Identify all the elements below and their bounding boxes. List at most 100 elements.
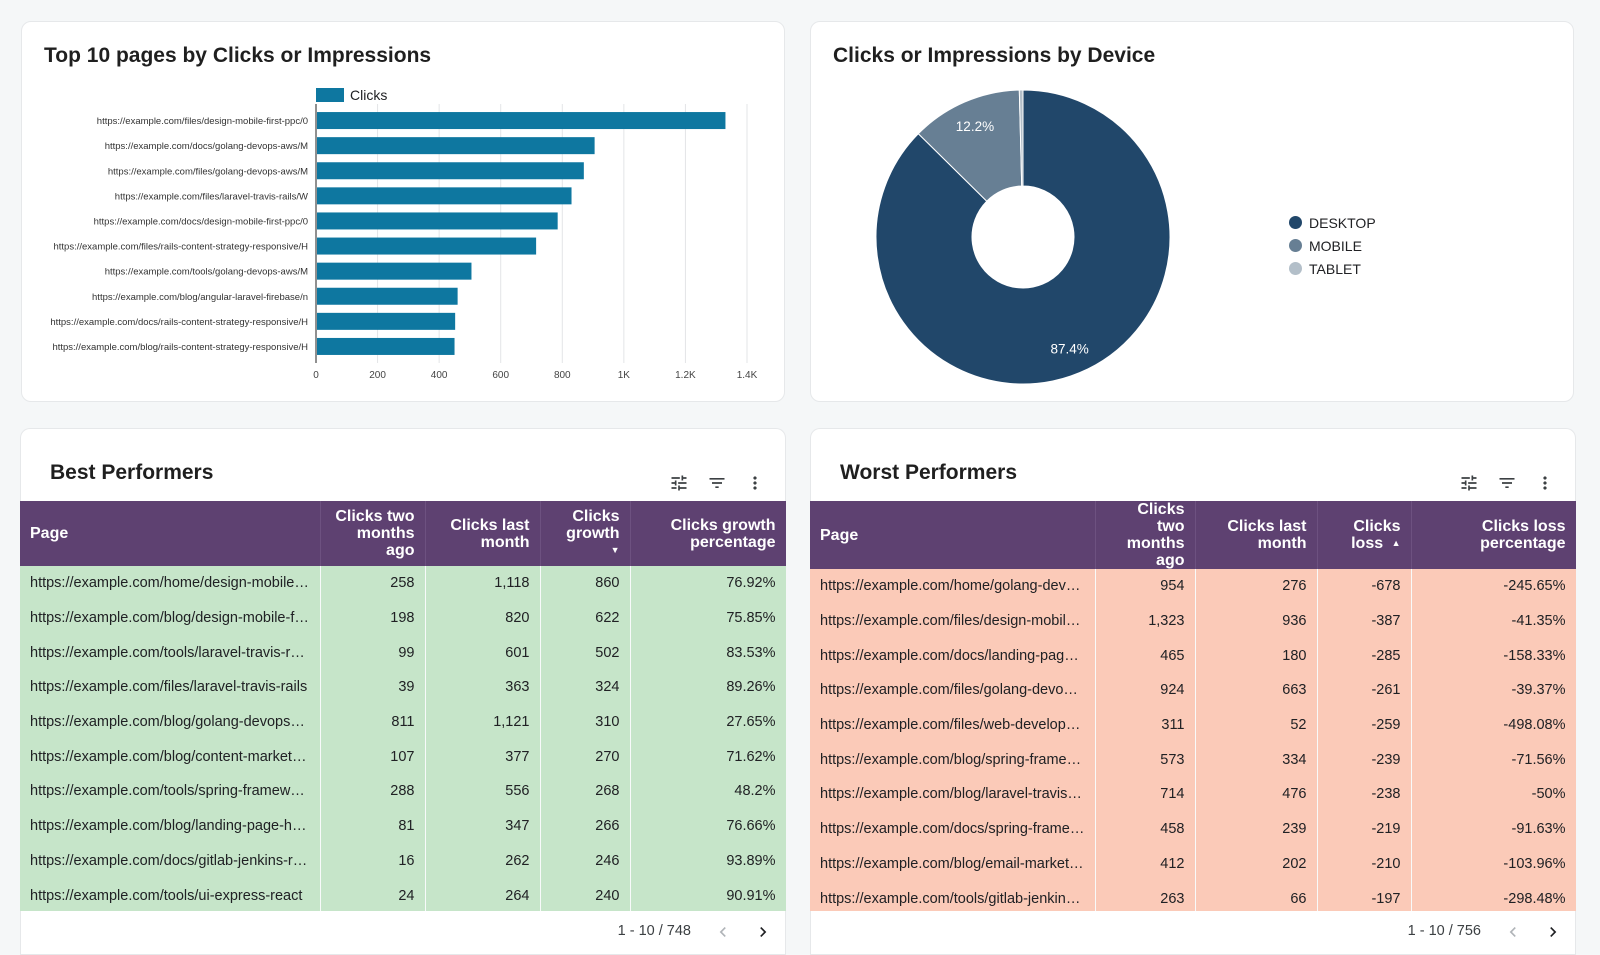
legend-item-tablet[interactable]: TABLET — [1289, 257, 1376, 280]
col-header-clicks-loss[interactable]: Clicks loss ▲ — [1317, 501, 1412, 569]
table-row[interactable]: https://example.com/files/design-mobile-… — [810, 603, 1576, 639]
more-vert-icon[interactable] — [743, 471, 767, 495]
cell-change-percentage: 93.89% — [630, 843, 786, 879]
cell-page-url[interactable]: https://example.com/tools/gitlab-jenkins… — [810, 881, 1096, 916]
col-header-clicks-two-months-ago[interactable]: Clicks two months ago — [320, 501, 426, 566]
chevron-right-icon[interactable] — [1541, 920, 1565, 944]
cell-page-url[interactable]: https://example.com/blog/content-marketi… — [20, 739, 321, 775]
table-row[interactable]: https://example.com/tools/laravel-travis… — [20, 635, 786, 671]
col-header-page[interactable]: Page — [810, 501, 1096, 569]
table-row[interactable]: https://example.com/home/design-mobile-f… — [20, 566, 786, 601]
table-row[interactable]: https://example.com/files/web-developmen… — [810, 707, 1576, 743]
cell-page-url[interactable]: https://example.com/blog/design-mobile-f… — [20, 600, 321, 636]
cell-change-percentage: -103.96% — [1411, 846, 1576, 882]
table-row[interactable]: https://example.com/blog/email-marketing… — [810, 846, 1576, 882]
col-header-clicks-growth-percentage[interactable]: Clicks growth percentage — [630, 501, 786, 566]
cell-change-percentage: -245.65% — [1411, 569, 1576, 604]
bar[interactable] — [317, 337, 455, 355]
worst-performers-card: Worst Performers Page Clicks two months … — [810, 428, 1576, 955]
cell-page-url[interactable]: https://example.com/docs/landing-page-he… — [810, 638, 1096, 674]
cell-change: -197 — [1317, 881, 1412, 916]
more-vert-icon[interactable] — [1533, 471, 1557, 495]
table-row[interactable]: https://example.com/tools/spring-framewo… — [20, 774, 786, 809]
table-row[interactable]: https://example.com/docs/landing-page-he… — [810, 638, 1576, 674]
legend-label: DESKTOP — [1309, 214, 1376, 231]
cell-page-url[interactable]: https://example.com/blog/landing-page-he… — [20, 808, 321, 844]
cell-clicks-last-month: 377 — [425, 739, 541, 775]
bar[interactable] — [317, 212, 558, 230]
cell-page-url[interactable]: https://example.com/files/design-mobile-… — [810, 603, 1096, 639]
table-row[interactable]: https://example.com/docs/spring-framewor… — [810, 811, 1576, 847]
bar[interactable] — [317, 162, 584, 180]
table-row[interactable]: https://example.com/blog/golang-devops-a… — [20, 704, 786, 740]
tune-icon[interactable] — [667, 471, 691, 495]
table-row[interactable]: https://example.com/blog/content-marketi… — [20, 739, 786, 775]
cell-page-url[interactable]: https://example.com/docs/gitlab-jenkins-… — [20, 843, 321, 879]
pagination-range: 1 - 10 / 748 — [617, 923, 691, 939]
cell-page-url[interactable]: https://example.com/files/laravel-travis… — [20, 670, 321, 705]
legend-item-mobile[interactable]: MOBILE — [1289, 234, 1376, 257]
table-row[interactable]: https://example.com/home/golang-devops-a… — [810, 569, 1576, 604]
chevron-left-icon[interactable] — [711, 920, 735, 944]
bar[interactable] — [317, 262, 472, 280]
cell-change: -239 — [1317, 742, 1412, 778]
col-header-clicks-loss-percentage[interactable]: Clicks loss percentage — [1411, 501, 1576, 569]
col-header-clicks-two-months-ago[interactable]: Clicks two months ago — [1095, 501, 1196, 569]
x-tick-label: 1.4K — [737, 370, 758, 381]
filter-icon[interactable] — [705, 471, 729, 495]
col-header-page[interactable]: Page — [20, 501, 321, 566]
col-header-clicks-last-month[interactable]: Clicks last month — [1195, 501, 1318, 569]
best-performers-table: Page Clicks two months ago Clicks last m… — [20, 501, 786, 913]
table-row[interactable]: https://example.com/blog/design-mobile-f… — [20, 600, 786, 636]
filter-icon[interactable] — [1495, 471, 1519, 495]
cell-page-url[interactable]: https://example.com/home/golang-devops-a… — [810, 569, 1096, 604]
table-row[interactable]: https://example.com/files/golang-devops-… — [810, 673, 1576, 708]
cell-page-url[interactable]: https://example.com/tools/laravel-travis… — [20, 635, 321, 671]
cell-change: 266 — [540, 808, 631, 844]
legend-label: TABLET — [1309, 260, 1361, 277]
cell-clicks-two-months-ago: 24 — [320, 878, 426, 913]
bar[interactable] — [317, 187, 572, 205]
col-header-clicks-growth[interactable]: Clicks growth ▼ — [540, 501, 631, 566]
tune-icon[interactable] — [1457, 471, 1481, 495]
best-performers-card: Best Performers Page Clicks two months a… — [20, 428, 786, 955]
pagination-range: 1 - 10 / 756 — [1407, 923, 1481, 939]
bar[interactable] — [317, 137, 595, 155]
pie-slice-tablet[interactable] — [1018, 89, 1024, 187]
bar[interactable] — [317, 237, 537, 255]
chevron-left-icon[interactable] — [1501, 920, 1525, 944]
pie-slice-desktop[interactable] — [875, 89, 1171, 385]
cell-page-url[interactable]: https://example.com/tools/ui-express-rea… — [20, 878, 321, 913]
pie-slice-mobile[interactable] — [917, 89, 1023, 202]
table-row[interactable]: https://example.com/tools/gitlab-jenkins… — [810, 881, 1576, 916]
cell-clicks-two-months-ago: 263 — [1095, 881, 1196, 916]
chevron-right-icon[interactable] — [751, 920, 775, 944]
cell-change: 268 — [540, 774, 631, 809]
bar[interactable] — [317, 112, 726, 130]
cell-page-url[interactable]: https://example.com/blog/golang-devops-a… — [20, 704, 321, 740]
cell-clicks-two-months-ago: 412 — [1095, 846, 1196, 882]
table-row[interactable]: https://example.com/blog/landing-page-he… — [20, 808, 786, 844]
cell-change: -259 — [1317, 707, 1412, 743]
cell-change: -387 — [1317, 603, 1412, 639]
bar[interactable] — [317, 312, 456, 330]
table-row[interactable]: https://example.com/blog/spring-framewor… — [810, 742, 1576, 778]
table-row[interactable]: https://example.com/files/laravel-travis… — [20, 670, 786, 705]
cell-page-url[interactable]: https://example.com/blog/spring-framewor… — [810, 742, 1096, 778]
cell-page-url[interactable]: https://example.com/files/web-developmen… — [810, 707, 1096, 743]
cell-page-url[interactable]: https://example.com/blog/email-marketing — [810, 846, 1096, 882]
cell-page-url[interactable]: https://example.com/docs/spring-framewor… — [810, 811, 1096, 847]
cell-page-url[interactable]: https://example.com/blog/laravel-travis-… — [810, 777, 1096, 812]
col-header-clicks-last-month[interactable]: Clicks last month — [425, 501, 541, 566]
worst-performers-table: Page Clicks two months ago Clicks last m… — [810, 501, 1576, 916]
legend-item-desktop[interactable]: DESKTOP — [1289, 211, 1376, 234]
cell-page-url[interactable]: https://example.com/tools/spring-framewo… — [20, 774, 321, 809]
table-row[interactable]: https://example.com/docs/gitlab-jenkins-… — [20, 843, 786, 879]
cell-clicks-last-month: 556 — [425, 774, 541, 809]
cell-page-url[interactable]: https://example.com/home/design-mobile-f… — [20, 566, 321, 601]
table-row[interactable]: https://example.com/blog/laravel-travis-… — [810, 777, 1576, 812]
table-row[interactable]: https://example.com/tools/ui-express-rea… — [20, 878, 786, 913]
bar[interactable] — [317, 287, 458, 305]
cell-clicks-two-months-ago: 954 — [1095, 569, 1196, 604]
cell-page-url[interactable]: https://example.com/files/golang-devops-… — [810, 673, 1096, 708]
